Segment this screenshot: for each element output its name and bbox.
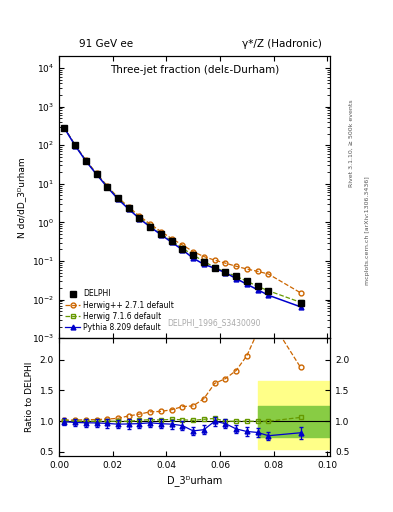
Text: DELPHI_1996_S3430090: DELPHI_1996_S3430090 — [167, 318, 260, 327]
X-axis label: D_3ᴰurham: D_3ᴰurham — [167, 475, 222, 486]
Text: γ*/Z (Hadronic): γ*/Z (Hadronic) — [242, 38, 322, 49]
Text: Three-jet fraction (delε-Durham): Three-jet fraction (delε-Durham) — [110, 65, 279, 75]
Y-axis label: N dσ/dD_3ᴰurham: N dσ/dD_3ᴰurham — [17, 157, 26, 238]
Legend: DELPHI, Herwig++ 2.7.1 default, Herwig 7.1.6 default, Pythia 8.209 default: DELPHI, Herwig++ 2.7.1 default, Herwig 7… — [63, 287, 176, 334]
Text: mcplots.cern.ch [arXiv:1306.3436]: mcplots.cern.ch [arXiv:1306.3436] — [365, 176, 370, 285]
Text: Rivet 3.1.10, ≥ 500k events: Rivet 3.1.10, ≥ 500k events — [349, 99, 354, 187]
Text: 91 GeV ee: 91 GeV ee — [79, 38, 133, 49]
Y-axis label: Ratio to DELPHI: Ratio to DELPHI — [25, 362, 34, 432]
